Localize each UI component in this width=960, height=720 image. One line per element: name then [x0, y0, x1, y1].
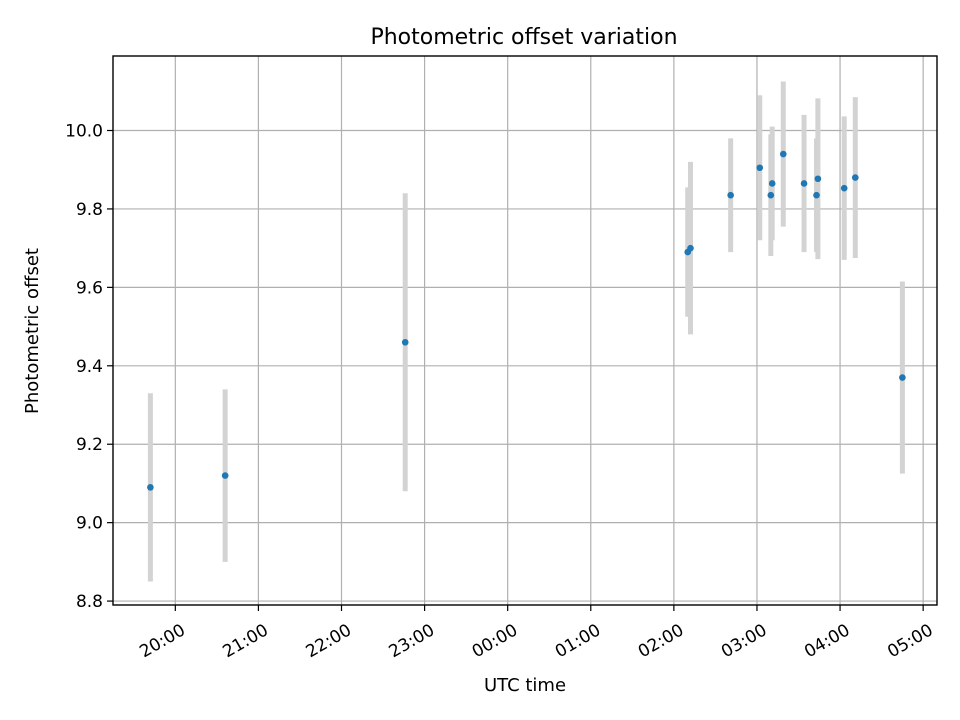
y-tick-label: 10.0 — [65, 122, 103, 142]
x-tick-label: 05:00 — [884, 620, 936, 662]
x-tick-label: 04:00 — [801, 620, 853, 662]
data-point — [221, 472, 229, 479]
y-axis-label: Photometric offset — [22, 248, 43, 414]
x-tick-label: 21:00 — [219, 620, 271, 662]
data-point — [840, 184, 848, 192]
x-tick-label: 03:00 — [718, 620, 770, 662]
data-point — [813, 191, 820, 199]
data-point — [727, 191, 734, 199]
data-point — [687, 244, 694, 252]
data-points — [147, 150, 906, 491]
y-axis: 8.8 9.0 9.2 9.4 9.6 9.8 10.0 — [65, 122, 113, 612]
y-tick-label: 9.6 — [76, 278, 103, 298]
x-tick-label: 22:00 — [303, 620, 355, 662]
data-point — [851, 174, 859, 181]
y-tick-label: 8.8 — [76, 592, 103, 612]
data-point — [767, 191, 775, 199]
y-tick-label: 9.2 — [76, 435, 103, 455]
y-tick-label: 9.4 — [76, 357, 103, 377]
x-tick-label: 00:00 — [469, 620, 521, 662]
chart-title: Photometric offset variation — [370, 25, 677, 50]
x-tick-label: 01:00 — [552, 620, 604, 662]
data-point — [768, 180, 776, 187]
data-point — [800, 180, 808, 187]
data-point — [147, 484, 154, 491]
plot-frame — [112, 55, 938, 606]
data-point — [814, 175, 822, 183]
x-tick-label: 02:00 — [635, 620, 687, 662]
data-point — [756, 164, 764, 172]
x-tick-label: 23:00 — [386, 620, 438, 662]
grid — [113, 56, 937, 605]
data-point — [401, 338, 409, 346]
x-axis: 20:00 21:00 22:00 23:00 00:00 01:00 02:00 03:00… — [136, 605, 937, 662]
y-tick-label: 9.8 — [76, 200, 103, 220]
data-point — [899, 374, 906, 381]
x-tick-label: 20:00 — [136, 620, 188, 662]
y-tick-label: 9.0 — [76, 514, 103, 534]
data-point — [779, 150, 787, 158]
error-bars — [147, 81, 905, 582]
x-axis-label: UTC time — [484, 675, 566, 696]
